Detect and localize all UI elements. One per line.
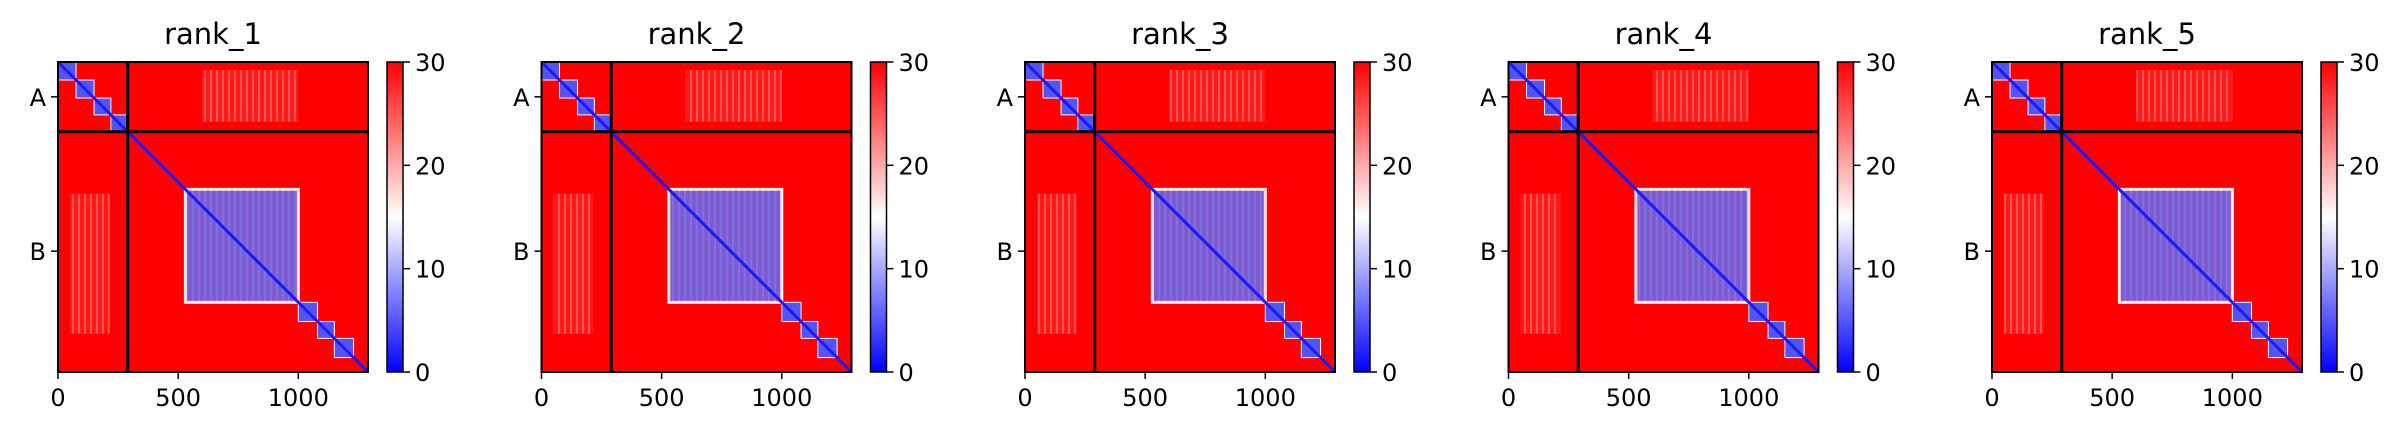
x-tick-label: 0 [534, 384, 549, 412]
x-tick-label: 500 [1606, 384, 1652, 412]
x-tick-label: 500 [1122, 384, 1168, 412]
x-tick-label: 1000 [268, 384, 329, 412]
y-tick-label: A [1480, 84, 1497, 112]
y-tick-label: B [30, 238, 46, 266]
y-tick-label: B [513, 238, 529, 266]
y-tick-label: A [513, 84, 530, 112]
interchain-texture [202, 70, 299, 122]
panel-title: rank_5 [2098, 17, 2196, 51]
colorbar-tick-label: 0 [2349, 359, 2364, 387]
colorbar-tick-label: 10 [415, 256, 446, 284]
y-tick-label: B [1964, 238, 1980, 266]
x-tick-label: 1000 [751, 384, 812, 412]
x-tick-label: 500 [2089, 384, 2135, 412]
plot-frame [1991, 61, 2303, 373]
colorbar [386, 61, 404, 373]
y-tick-label: A [30, 84, 47, 112]
colorbar [1836, 61, 1855, 373]
x-tick-label: 1000 [1718, 384, 1779, 412]
colorbar-tick-label: 20 [899, 152, 930, 180]
colorbar-tick-label: 20 [1866, 152, 1897, 180]
plot-frame [57, 61, 369, 373]
colorbar-tick-label: 20 [2349, 152, 2380, 180]
interchain-texture [553, 193, 594, 334]
diagonal-line [540, 60, 853, 374]
colorbar [869, 61, 888, 373]
colorbar-tick-label: 30 [415, 49, 446, 77]
colorbar-tick-label: 20 [415, 152, 446, 180]
interchain-texture [2136, 70, 2233, 122]
colorbar-tick-label: 10 [2349, 256, 2380, 284]
panel-title: rank_1 [164, 17, 262, 51]
y-tick-label: B [997, 238, 1013, 266]
y-tick-label: A [997, 84, 1014, 112]
panel-title: rank_3 [1131, 17, 1229, 51]
diagonal-line [56, 60, 370, 374]
interchain-texture [1169, 70, 1266, 122]
x-tick-label: 0 [50, 384, 65, 412]
y-tick-label: A [1964, 84, 1981, 112]
colorbar-tick-label: 10 [1382, 256, 1413, 284]
colorbar-tick-label: 30 [2349, 49, 2380, 77]
colorbar [1353, 61, 1371, 373]
colorbar-tick-label: 30 [1866, 49, 1897, 77]
diagonal-line [1507, 60, 1820, 374]
interchain-texture [685, 70, 782, 122]
x-tick-label: 0 [1017, 384, 1032, 412]
colorbar-tick-label: 20 [1382, 152, 1413, 180]
x-tick-label: 0 [1501, 384, 1516, 412]
panel-title: rank_4 [1615, 17, 1713, 51]
heatmap-panel-2: rank_2 0 500 1000 A B 0 10 20 30 [513, 17, 929, 412]
x-tick-label: 1000 [1235, 384, 1296, 412]
diagonal-line [1990, 60, 2304, 374]
colorbar-tick-label: 0 [415, 359, 430, 387]
colorbar-tick-label: 30 [1382, 49, 1413, 77]
colorbar-tick-label: 10 [1866, 256, 1897, 284]
interchain-texture [2004, 193, 2044, 334]
heatmap-panel-5: rank_5 0 500 1000 A B 0 10 20 30 [1964, 17, 2380, 412]
plot-frame [1024, 61, 1336, 373]
y-tick-label: B [1480, 238, 1496, 266]
heatmap-panel-1: rank_1 0 500 1000 A B 0 10 20 30 [30, 17, 446, 412]
x-tick-label: 500 [639, 384, 685, 412]
x-tick-label: 500 [155, 384, 201, 412]
interchain-texture [1520, 193, 1561, 334]
colorbar-tick-label: 0 [899, 359, 914, 387]
interchain-texture [1652, 70, 1749, 122]
interchain-texture [1037, 193, 1077, 334]
x-tick-label: 1000 [2202, 384, 2263, 412]
colorbar-tick-label: 10 [899, 256, 930, 284]
colorbar-tick-label: 30 [899, 49, 930, 77]
heatmap-panel-4: rank_4 0 500 1000 A B 0 10 20 30 [1480, 17, 1896, 412]
interchain-texture [70, 193, 110, 334]
diagonal-line [1023, 60, 1337, 374]
plot-frame [1507, 61, 1820, 373]
x-tick-label: 0 [1984, 384, 1999, 412]
colorbar-tick-label: 0 [1866, 359, 1881, 387]
panel-title: rank_2 [648, 17, 746, 51]
colorbar [2320, 61, 2338, 373]
heatmap-panel-3: rank_3 0 500 1000 A B 0 10 20 30 [997, 17, 1413, 412]
plot-frame [540, 61, 853, 373]
colorbar-tick-label: 0 [1382, 359, 1397, 387]
